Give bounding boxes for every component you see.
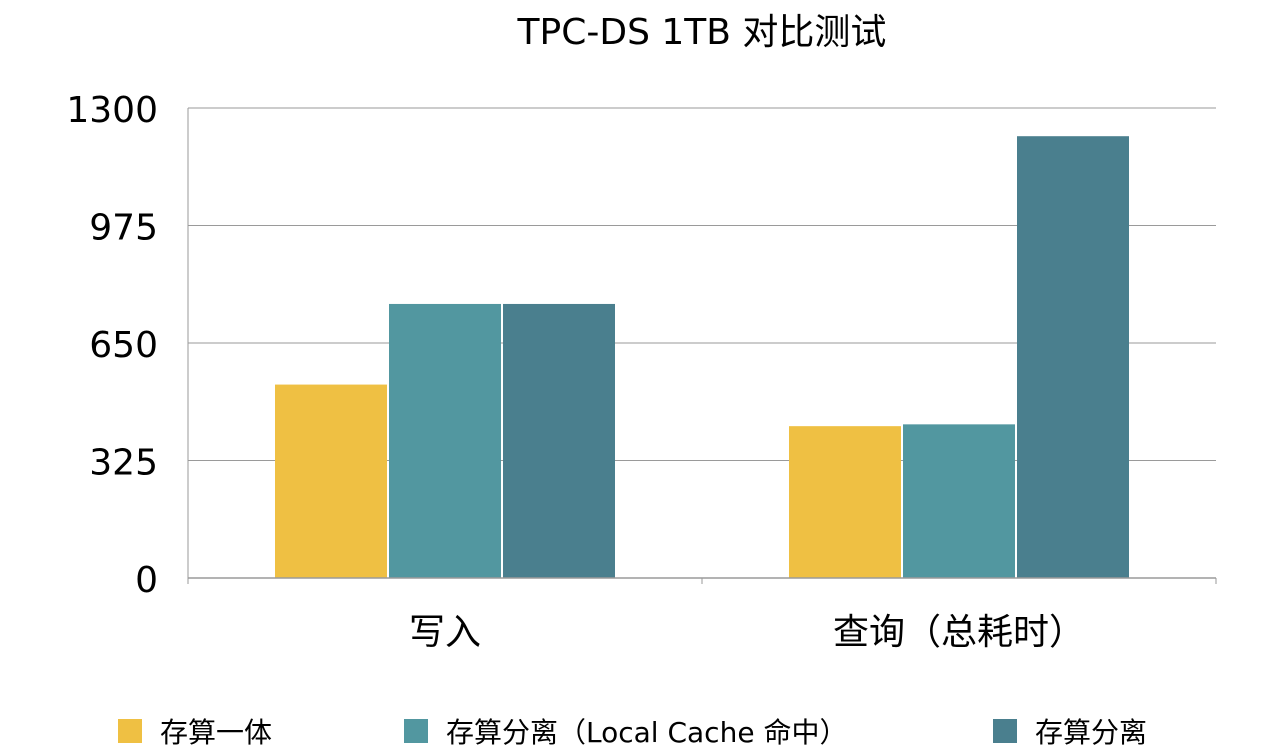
- x-tick-label: 查询（总耗时）: [833, 612, 1085, 653]
- x-tick-label: 写入: [409, 612, 481, 653]
- y-axis-ticks: 0 325 650 975 1300: [66, 90, 158, 601]
- x-axis-ticks: 写入 查询（总耗时）: [409, 612, 1085, 653]
- bar: [1017, 136, 1129, 578]
- bar: [389, 303, 501, 578]
- axes: [187, 108, 1217, 584]
- chart-title: TPC-DS 1TB 对比测试: [517, 12, 887, 53]
- y-tick-label: 650: [89, 325, 158, 366]
- y-tick-label: 975: [89, 208, 158, 249]
- y-tick-label: 1300: [66, 90, 158, 131]
- bar: [903, 424, 1015, 578]
- legend-swatch: [993, 719, 1017, 743]
- legend-swatch: [118, 719, 142, 743]
- bars: [275, 136, 1129, 578]
- legend-swatch: [404, 719, 428, 743]
- legend-label: 存算一体: [160, 716, 272, 749]
- legend: 存算一体 存算分离（Local Cache 命中） 存算分离: [118, 716, 1147, 749]
- y-tick-label: 325: [89, 443, 158, 484]
- legend-label: 存算分离（Local Cache 命中）: [446, 716, 847, 749]
- bar: [275, 384, 387, 578]
- y-tick-label: 0: [135, 560, 158, 601]
- legend-label: 存算分离: [1035, 716, 1147, 749]
- bar: [789, 426, 901, 578]
- bar: [503, 303, 615, 578]
